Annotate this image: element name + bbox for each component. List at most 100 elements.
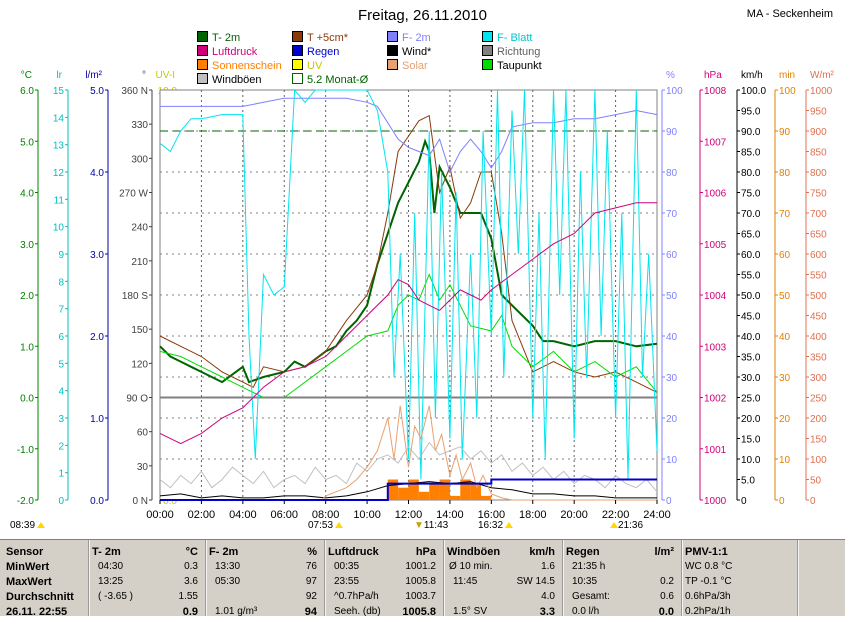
legend-item-fblatt[interactable]: F- Blatt xyxy=(482,31,532,45)
right-tick-label: 800 xyxy=(810,168,827,179)
left-tick-label: 270 W xyxy=(119,189,148,200)
plot-area xyxy=(159,88,658,501)
legend-item-windboeen[interactable]: Windböen xyxy=(197,73,262,87)
left-tick-label: 8 xyxy=(58,277,64,288)
left-tick-label: 0.0 xyxy=(90,496,104,507)
left-tick-label: 2 xyxy=(58,441,64,452)
left-axes: °C6.05.04.03.02.01.00.0-1.0-2.0lr1514131… xyxy=(17,70,182,507)
right-tick-label: 25.0 xyxy=(741,394,761,405)
left-tick-label: 120 xyxy=(131,359,148,370)
right-tick-label: 20 xyxy=(666,414,678,425)
right-tick-label: 80 xyxy=(666,168,678,179)
right-tick-label: 95.0 xyxy=(741,107,761,118)
right-tick-label: 10.0 xyxy=(741,455,761,466)
right-tick-label: 40 xyxy=(666,332,678,343)
right-tick-label: 15.0 xyxy=(741,435,761,446)
stats-col-regen: Regen l/m² 21:35 h 10:35 0.2 Gesamt: 0.6 0… xyxy=(566,546,674,618)
legend-item-richtung[interactable]: Richtung xyxy=(482,45,540,59)
legend-item-t2m[interactable]: T- 2m xyxy=(197,31,240,45)
stats-col-luftdruck: Luftdruck hPa 00:35 1001.2 23:55 1005.8 ^0… xyxy=(328,546,436,618)
legend-item-regen[interactable]: Regen xyxy=(292,45,339,59)
right-tick-label: 60.0 xyxy=(741,250,761,261)
left-tick-label: 3 xyxy=(58,414,64,425)
right-tick-label: 50 xyxy=(779,291,791,302)
right-tick-label: 90 xyxy=(779,127,791,138)
right-tick-label: 750 xyxy=(810,189,827,200)
left-tick-label: 5.0 xyxy=(20,137,34,148)
sun-icon xyxy=(505,522,514,528)
right-tick-label: 60 xyxy=(666,250,678,261)
weather-chart: °C6.05.04.03.02.01.00.0-1.0-2.0lr1514131… xyxy=(17,70,835,521)
x-axis: 00:00 02:00 04:00 06:00 08:00 10:00 12:00 14:00… xyxy=(146,500,671,521)
legend-item-wind[interactable]: Wind* xyxy=(387,45,431,59)
right-tick-label: 80 xyxy=(779,168,791,179)
right-tick-label: 1003 xyxy=(704,342,727,353)
left-tick-label: 12 xyxy=(53,168,65,179)
sun-icon xyxy=(335,522,344,528)
right-tick-label: 80.0 xyxy=(741,168,761,179)
right-tick-label: 40 xyxy=(779,332,791,343)
right-tick-label: 1002 xyxy=(704,394,727,405)
right-tick-label: 200 xyxy=(810,414,827,425)
right-tick-label: 5.0 xyxy=(741,476,755,487)
left-tick-label: 11 xyxy=(54,195,65,206)
right-tick-label: 1005 xyxy=(704,240,727,251)
left-tick-label: 2.0 xyxy=(20,291,34,302)
stats-table: Sensor MinWert MaxWert Durchschnitt 26.1… xyxy=(0,539,845,618)
left-tick-label: 6.0 xyxy=(20,86,34,97)
left-tick-label: -2.0 xyxy=(17,496,35,507)
left-tick-label: 360 N xyxy=(121,86,148,97)
right-tick-label: 30 xyxy=(779,373,791,384)
left-tick-label: 4 xyxy=(58,387,64,398)
left-tick-label: 60 xyxy=(137,428,149,439)
left-axis-unit: ° xyxy=(142,70,146,81)
legend-item-monat[interactable]: 5.2 Monat-Ø xyxy=(292,73,368,87)
x-tick-label: 24:00 xyxy=(643,509,671,521)
right-tick-label: 850 xyxy=(810,148,827,159)
right-tick-label: 1000 xyxy=(810,86,833,97)
right-tick-label: 45.0 xyxy=(741,312,761,323)
legend-item-f2m[interactable]: F- 2m xyxy=(387,31,431,45)
right-axes: %1009080706050403020100hPa10081007100610… xyxy=(661,70,835,507)
right-axis-unit: hPa xyxy=(704,70,722,81)
legend-item-t5cm[interactable]: T +5cm* xyxy=(292,31,348,45)
left-tick-label: 1.0 xyxy=(20,342,34,353)
left-tick-label: 30 xyxy=(137,462,149,473)
right-axis-unit: min xyxy=(779,70,795,81)
right-tick-label: 900 xyxy=(810,127,827,138)
sunshine-bar xyxy=(449,495,461,500)
left-axis-unit: l/m² xyxy=(85,70,102,81)
right-tick-label: 60 xyxy=(779,250,791,261)
sunshine-bar xyxy=(408,479,419,500)
legend-item-sonnenschein[interactable]: Sonnenschein xyxy=(197,59,282,73)
x-tick-label: 08:00 xyxy=(312,509,340,521)
left-tick-label: 150 xyxy=(131,325,148,336)
right-tick-label: 20 xyxy=(779,414,791,425)
chart-title: Freitag, 26.11.2010 xyxy=(358,7,487,24)
right-tick-label: 50 xyxy=(810,476,822,487)
right-tick-label: 1006 xyxy=(704,189,727,200)
series-windb-en xyxy=(159,441,658,493)
right-tick-label: 0 xyxy=(779,496,785,507)
legend-item-solar[interactable]: Solar xyxy=(387,59,428,73)
legend-item-taupunkt[interactable]: Taupunkt xyxy=(482,59,542,73)
right-tick-label: 1008 xyxy=(704,86,727,97)
legend-item-luftdruck[interactable]: Luftdruck xyxy=(197,45,257,59)
sunshine-bar xyxy=(418,491,430,500)
right-tick-label: 1000 xyxy=(704,496,727,507)
right-tick-label: 90 xyxy=(666,127,678,138)
right-tick-label: 65.0 xyxy=(741,230,761,241)
sunshine-bar xyxy=(439,479,450,500)
series-f-blatt xyxy=(159,88,658,480)
right-tick-label: 150 xyxy=(810,435,827,446)
event-marker-1: 07:53 xyxy=(308,520,344,531)
right-tick-label: 1004 xyxy=(704,291,727,302)
legend-item-uv[interactable]: UV xyxy=(292,59,322,73)
right-tick-label: 650 xyxy=(810,230,827,241)
right-tick-label: 40.0 xyxy=(741,332,761,343)
right-tick-label: 300 xyxy=(810,373,827,384)
right-axis-unit: % xyxy=(666,70,675,81)
right-tick-label: 1007 xyxy=(704,137,727,148)
left-tick-label: 14 xyxy=(53,113,65,124)
right-tick-label: 55.0 xyxy=(741,271,761,282)
